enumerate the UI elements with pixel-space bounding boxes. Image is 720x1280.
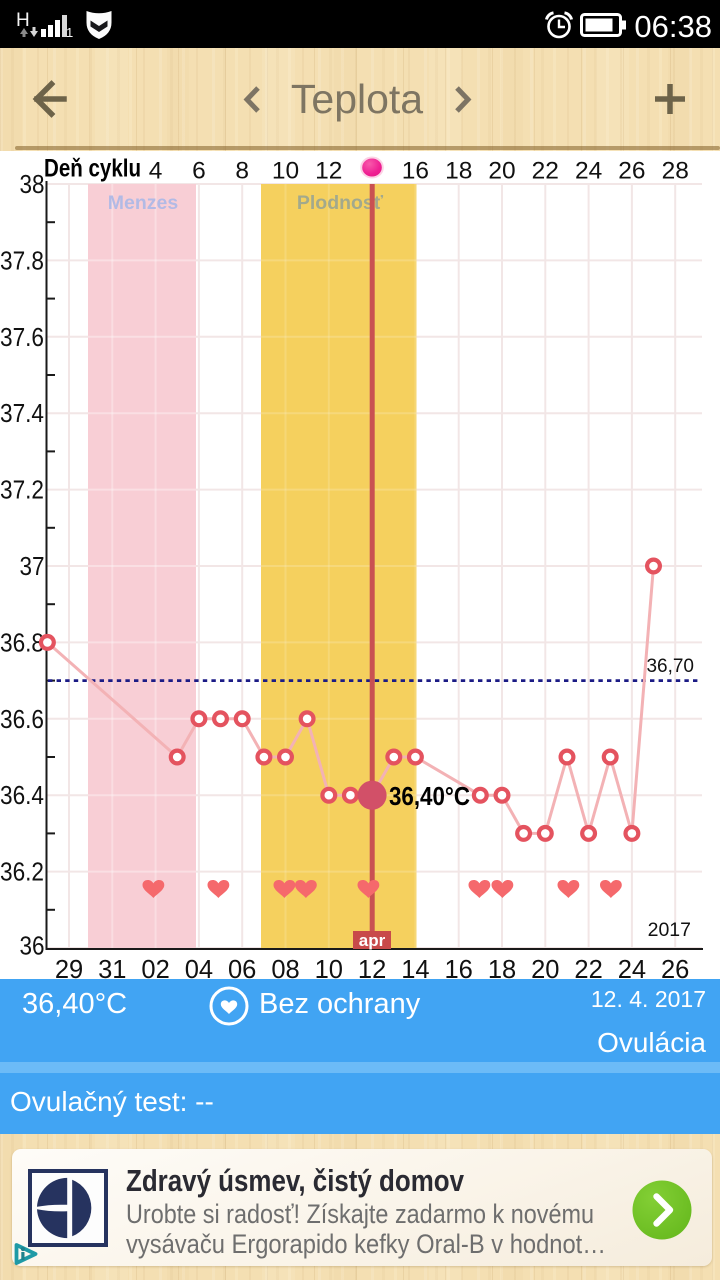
svg-text:36,40°C: 36,40°C xyxy=(389,781,470,811)
svg-text:12: 12 xyxy=(315,158,342,185)
svg-text:10: 10 xyxy=(272,158,299,185)
svg-text:4: 4 xyxy=(149,158,163,185)
svg-text:26: 26 xyxy=(618,158,645,185)
svg-text:22: 22 xyxy=(532,158,559,185)
svg-text:36.8: 36.8 xyxy=(0,627,44,657)
svg-text:Urobte si radosť! Získajte zad: Urobte si radosť! Získajte zadarmo k nov… xyxy=(126,1199,594,1229)
svg-text:36.6: 36.6 xyxy=(0,704,44,734)
svg-text:Zdravý úsmev, čistý domov: Zdravý úsmev, čistý domov xyxy=(126,1163,465,1198)
svg-text:2017: 2017 xyxy=(648,919,691,941)
svg-text:Deň cyklu: Deň cyklu xyxy=(44,155,141,183)
svg-text:37.2: 37.2 xyxy=(0,475,44,505)
svg-text:37: 37 xyxy=(20,551,45,581)
svg-text:36.4: 36.4 xyxy=(0,780,44,810)
svg-text:36.2: 36.2 xyxy=(0,857,44,887)
svg-text:H: H xyxy=(16,10,30,31)
svg-text:37.6: 37.6 xyxy=(0,322,44,352)
svg-text:6: 6 xyxy=(192,158,206,185)
svg-text:8: 8 xyxy=(235,158,249,185)
svg-text:16: 16 xyxy=(402,158,429,185)
svg-text:28: 28 xyxy=(662,158,689,185)
svg-text:36: 36 xyxy=(20,931,45,961)
svg-text:20: 20 xyxy=(488,158,515,185)
svg-text:38: 38 xyxy=(20,169,45,199)
svg-text:1: 1 xyxy=(66,25,73,40)
svg-text:37.4: 37.4 xyxy=(0,398,44,428)
svg-text:Teplota: Teplota xyxy=(291,76,423,122)
svg-text:24: 24 xyxy=(575,158,602,185)
svg-text:37.8: 37.8 xyxy=(0,245,44,275)
svg-text:36,70: 36,70 xyxy=(646,656,694,677)
svg-text:Menzes: Menzes xyxy=(108,192,179,214)
svg-text:Plodnosť: Plodnosť xyxy=(297,192,384,214)
svg-text:vysávaču Ergorapido kefky Oral: vysávaču Ergorapido kefky Oral-B v hodno… xyxy=(126,1229,606,1259)
svg-text:apr: apr xyxy=(359,931,386,950)
svg-text:18: 18 xyxy=(445,158,472,185)
svg-text:06:38: 06:38 xyxy=(634,9,712,44)
